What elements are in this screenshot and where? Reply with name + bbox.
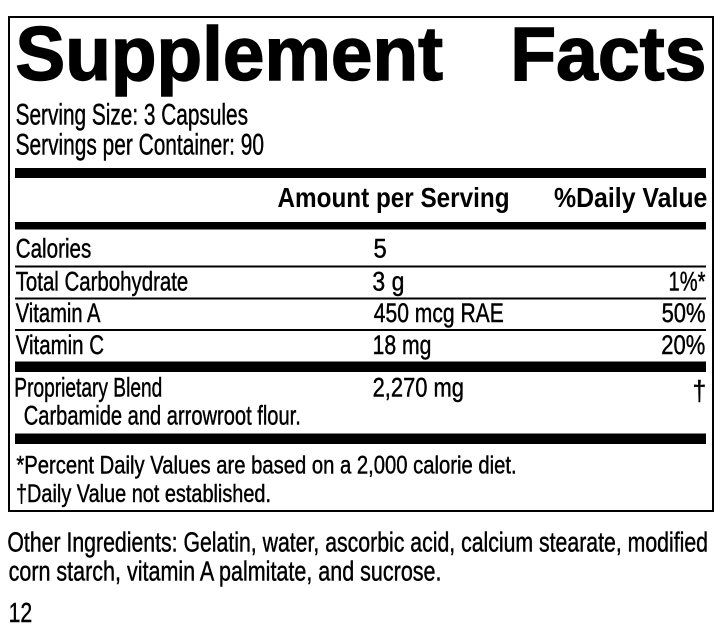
svg-text:†: † xyxy=(692,375,706,406)
svg-text:Vitamin C: Vitamin C xyxy=(16,330,104,360)
svg-text:50%: 50% xyxy=(662,298,706,328)
svg-text:Servings per Container: 90: Servings per Container: 90 xyxy=(16,128,264,161)
svg-text:Other Ingredients: Gelatin, wa: Other Ingredients: Gelatin, water, ascor… xyxy=(7,527,708,558)
svg-text:12: 12 xyxy=(9,597,33,628)
svg-text:Carbamide and arrowroot flour.: Carbamide and arrowroot flour. xyxy=(24,401,301,431)
svg-text:Vitamin A: Vitamin A xyxy=(16,298,101,328)
svg-text:Supplement: Supplement xyxy=(15,12,443,97)
svg-text:Facts: Facts xyxy=(510,12,706,97)
svg-text:18 mg: 18 mg xyxy=(373,330,432,360)
svg-text:1%*: 1%* xyxy=(669,267,706,297)
svg-text:2,270 mg: 2,270 mg xyxy=(373,373,464,403)
svg-text:5: 5 xyxy=(374,234,387,264)
svg-text:%Daily Value: %Daily Value xyxy=(554,182,707,213)
svg-text:*Percent Daily Values are base: *Percent Daily Values are based on a 2,0… xyxy=(16,452,516,480)
svg-text:Calories: Calories xyxy=(16,234,92,264)
svg-text:Total Carbohydrate: Total Carbohydrate xyxy=(16,267,189,297)
svg-text:3 g: 3 g xyxy=(372,267,404,297)
svg-text:†Daily Value not established.: †Daily Value not established. xyxy=(16,480,271,508)
svg-text:450 mcg RAE: 450 mcg RAE xyxy=(374,298,504,328)
svg-text:Amount per Serving: Amount per Serving xyxy=(278,182,510,213)
svg-text:20%: 20% xyxy=(661,330,705,360)
svg-text:Proprietary Blend: Proprietary Blend xyxy=(14,373,162,403)
svg-text:corn starch, vitamin A palmita: corn starch, vitamin A palmitate, and su… xyxy=(9,555,442,586)
svg-text:Serving Size: 3 Capsules: Serving Size: 3 Capsules xyxy=(16,99,248,132)
